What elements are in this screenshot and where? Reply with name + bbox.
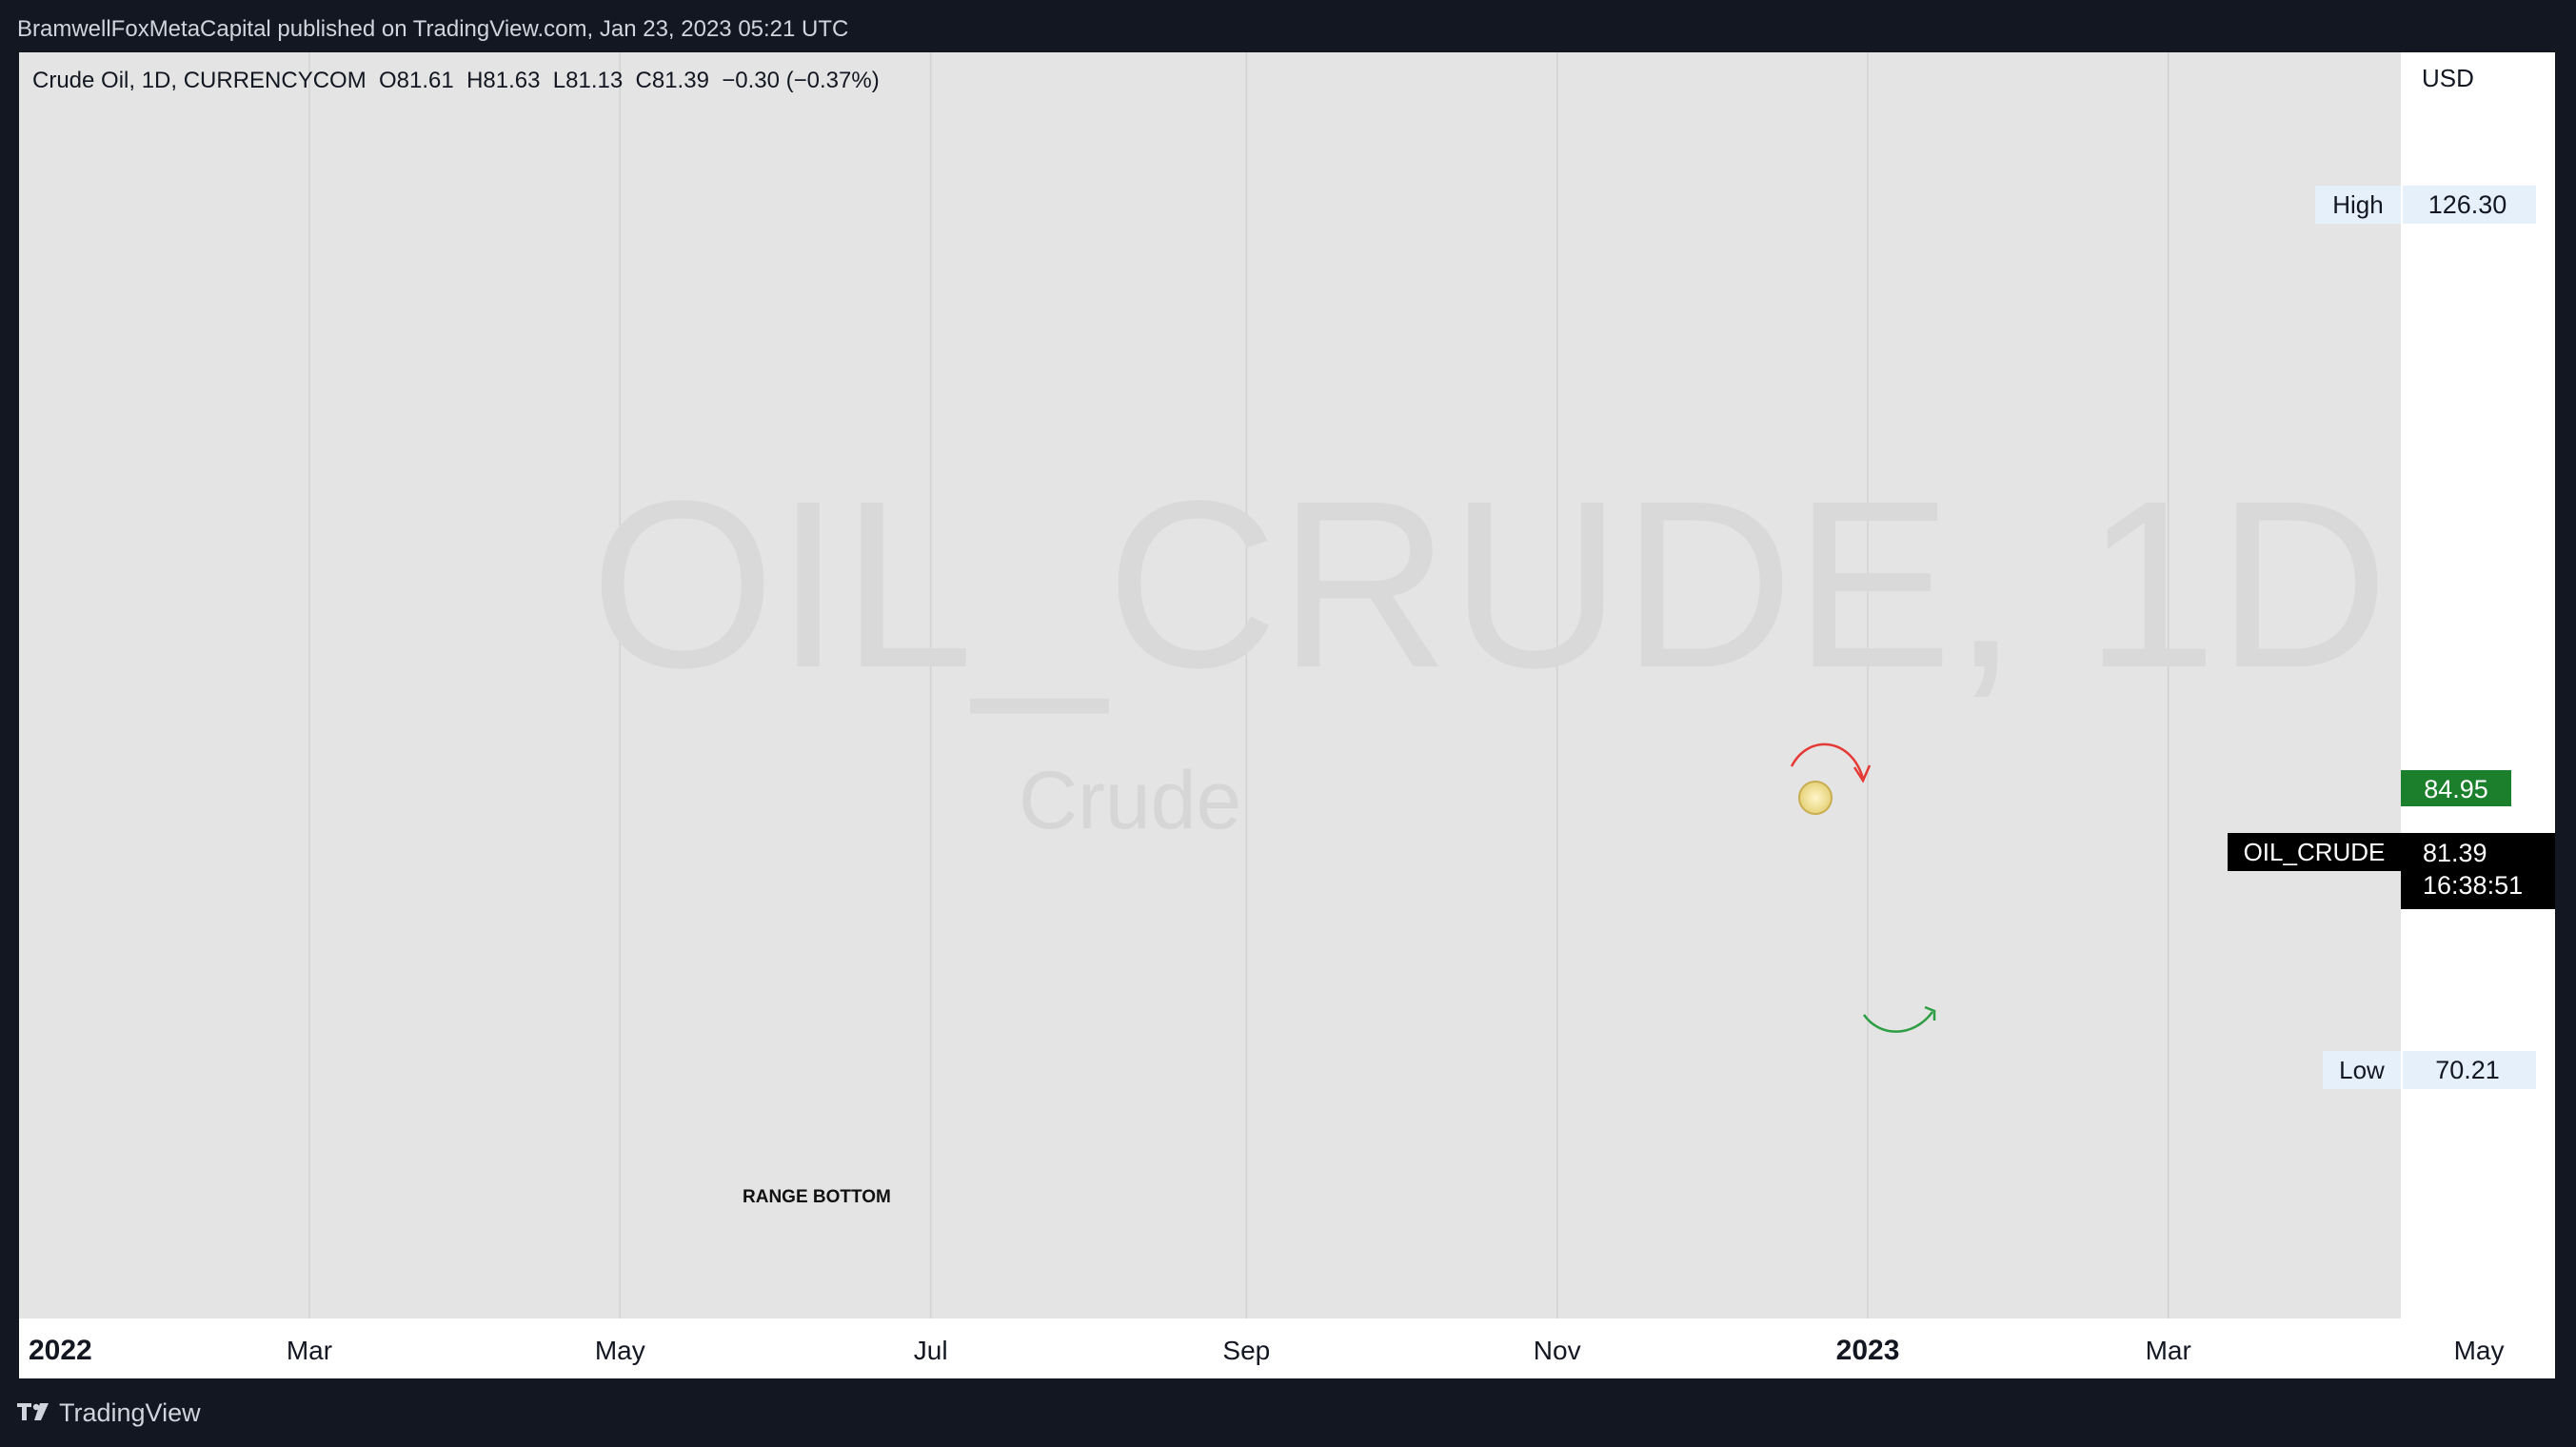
time-tick-label: Mar [2146, 1336, 2191, 1365]
low-tag-value-bg [2403, 1051, 2536, 1089]
time-tick-label: Sep [1222, 1336, 1270, 1365]
time-tick-label: Nov [1534, 1336, 1581, 1365]
rejection-arrow [1790, 743, 1865, 780]
low-tag-label-bg [2323, 1051, 2401, 1089]
countdown-timer: 16:38:51 [2423, 871, 2523, 900]
footer-brand: TradingView [59, 1398, 201, 1427]
high-tag-value: 126.30 [2428, 190, 2507, 219]
grid [308, 52, 2170, 1318]
time-axis-panel[interactable] [19, 1318, 2555, 1378]
symbol-tag-name: OIL_CRUDE [2244, 838, 2386, 866]
price-axis-panel[interactable] [2401, 52, 2555, 1318]
range-bottom-label: RANGE BOTTOM [743, 1187, 891, 1207]
watermark: OIL_CRUDE, 1D Crude [590, 451, 2388, 846]
low-tag-label: Low [2339, 1056, 2385, 1084]
touch-point-marker [1798, 781, 1833, 815]
time-tick-label: Jul [914, 1336, 948, 1365]
tradingview-logo-icon [17, 1403, 49, 1420]
rejection-arrow-head [1853, 764, 1872, 783]
low-tag-value: 70.21 [2435, 1056, 2500, 1084]
legend-symbol: Crude Oil, 1D, CURRENCYCOM [32, 68, 367, 93]
resistance-tag-bg [2401, 770, 2511, 806]
high-tag-label-bg [2315, 186, 2401, 224]
plot-area[interactable] [19, 52, 2401, 1318]
symbol-tag-bg [2228, 833, 2401, 871]
publish-line: BramwellFoxMetaCapital published on Trad… [17, 16, 848, 42]
last-price-value: 81.39 [2423, 839, 2487, 867]
time-tick-label: 2023 [1836, 1335, 1900, 1366]
watermark-description: Crude [1019, 755, 1241, 846]
bounce-arrow-head [1924, 1005, 1936, 1021]
bounce-arrow [1862, 1011, 1934, 1033]
legend-ohlc: O81.61 H81.63 L81.13 C81.39 −0.30 (−0.37… [379, 68, 880, 93]
time-tick-label: May [2454, 1336, 2505, 1365]
time-tick-label: Mar [287, 1336, 332, 1365]
watermark-symbol: OIL_CRUDE, 1D [590, 451, 2388, 717]
high-tag-label: High [2332, 190, 2383, 219]
time-tick-label: 2022 [29, 1335, 92, 1366]
currency-label: USD [2422, 64, 2474, 92]
resistance-tag-value: 84.95 [2424, 775, 2488, 803]
last-price-tag-bg [2401, 833, 2555, 909]
high-tag-value-bg [2403, 186, 2536, 224]
time-tick-label: May [595, 1336, 645, 1365]
time-axis-ticks: 2022 Mar May Jul Sep Nov 2023 Mar May [29, 1335, 2505, 1366]
